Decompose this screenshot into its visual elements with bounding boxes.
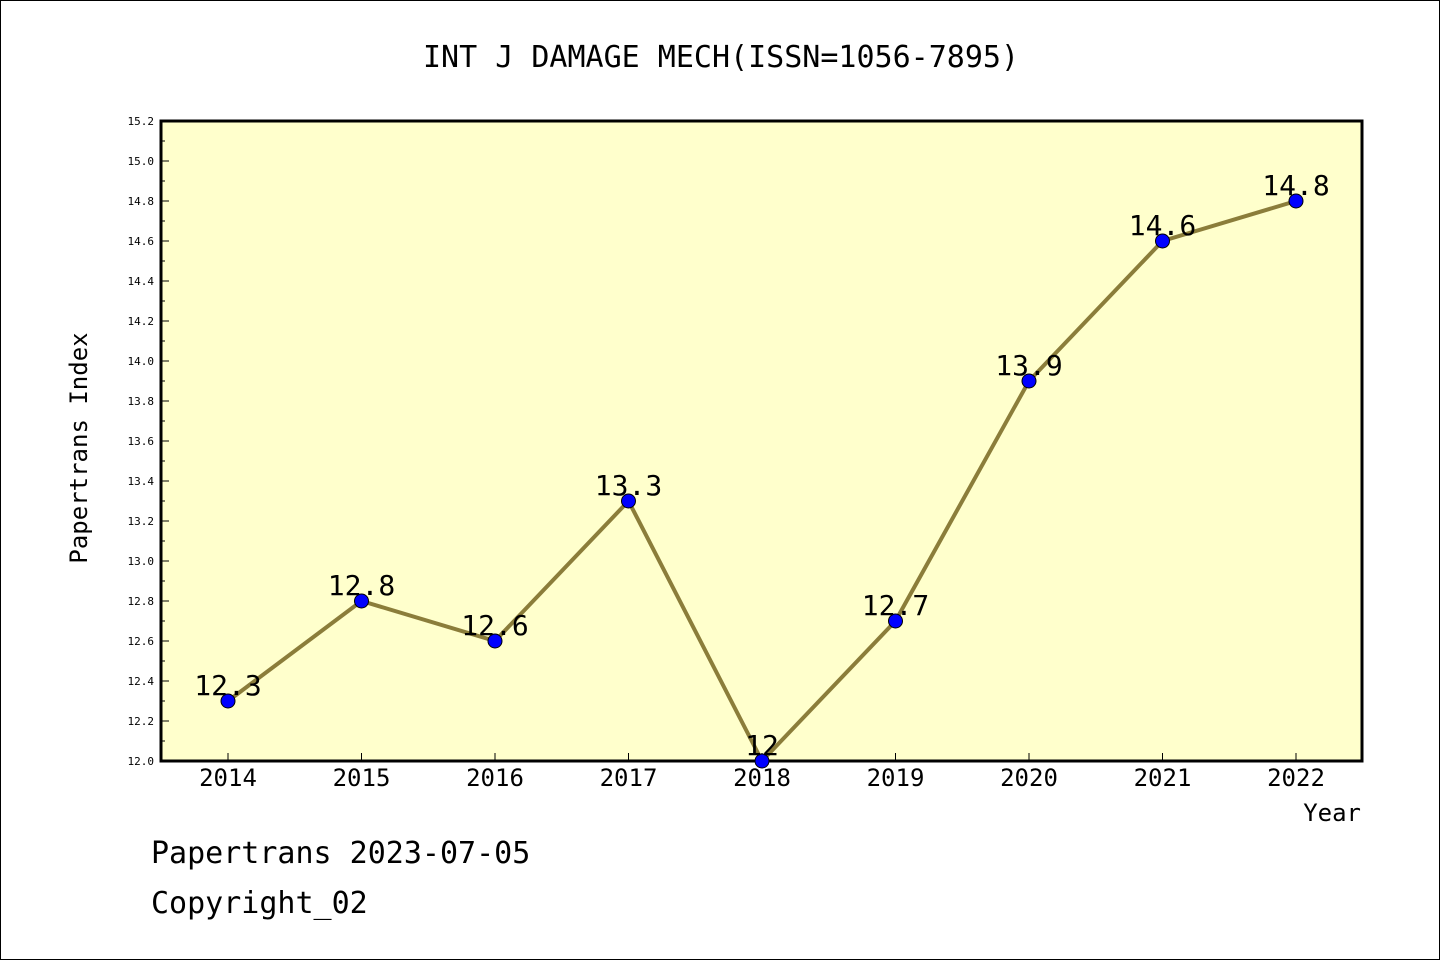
y-tick-label: 13.2 bbox=[128, 515, 155, 528]
data-label: 12 bbox=[745, 729, 779, 762]
y-axis: 12.0 12.2 12.4 12.6 12.8 13.0 13.2 13.4 13.6 13.8… bbox=[128, 115, 169, 768]
y-tick-label: 14.6 bbox=[128, 235, 155, 248]
plot-area bbox=[159, 119, 1364, 763]
y-tick-label: 14.0 bbox=[128, 355, 155, 368]
data-label: 13.3 bbox=[595, 469, 662, 502]
x-tick-label: 2019 bbox=[867, 764, 925, 792]
data-label: 13.9 bbox=[995, 349, 1062, 382]
data-point bbox=[220, 693, 236, 709]
x-tick-label: 2015 bbox=[333, 764, 391, 792]
data-label: 12.7 bbox=[862, 589, 929, 622]
x-tick-label: 2020 bbox=[1000, 764, 1058, 792]
data-point bbox=[888, 613, 903, 629]
x-tick-label: 2022 bbox=[1267, 764, 1325, 792]
y-tick-label: 13.4 bbox=[128, 475, 155, 488]
source-date-text: Papertrans 2023-07-05 bbox=[151, 836, 531, 871]
y-tick-label: 12.8 bbox=[128, 595, 155, 608]
data-point bbox=[487, 633, 503, 649]
data-point bbox=[1288, 193, 1304, 209]
y-tick-label: 12.2 bbox=[128, 715, 155, 728]
y-tick-label: 13.6 bbox=[128, 435, 155, 448]
y-tick-label: 14.2 bbox=[128, 315, 155, 328]
x-axis: 2014 2015 2016 2017 2018 2019 2020 2021 2022 bbox=[199, 753, 1325, 792]
x-tick-label: 2017 bbox=[600, 764, 658, 792]
y-tick-label: 12.6 bbox=[128, 635, 155, 648]
data-point bbox=[1021, 373, 1037, 389]
y-tick-label: 14.4 bbox=[128, 275, 155, 288]
x-tick-label: 2018 bbox=[733, 764, 791, 792]
y-tick-label: 13.0 bbox=[128, 555, 155, 568]
x-tick-label: 2021 bbox=[1134, 764, 1192, 792]
copyright-text: Copyright_02 bbox=[151, 886, 368, 921]
data-point bbox=[354, 593, 369, 609]
y-axis-label: Papertrans Index bbox=[65, 332, 93, 563]
x-tick-label: 2016 bbox=[466, 764, 524, 792]
y-tick-label: 13.8 bbox=[128, 395, 155, 408]
y-tick-label: 15.0 bbox=[128, 155, 155, 168]
chart-title: INT J DAMAGE MECH(ISSN=1056-7895) bbox=[423, 40, 1019, 75]
data-label: 12.8 bbox=[328, 569, 395, 602]
data-point bbox=[1155, 233, 1170, 249]
data-label: 12.6 bbox=[461, 609, 528, 642]
series-layer: 12.3 12.8 12.6 13.3 12 12.7 13.9 14.6 14.8 bbox=[194, 169, 1330, 769]
y-tick-label: 14.8 bbox=[128, 195, 155, 208]
data-label: 14.8 bbox=[1262, 169, 1329, 202]
x-axis-label: Year bbox=[1303, 799, 1361, 827]
y-tick-label: 12.0 bbox=[128, 755, 155, 768]
data-point bbox=[754, 753, 770, 769]
data-label: 14.6 bbox=[1129, 209, 1196, 242]
x-tick-label: 2014 bbox=[199, 764, 257, 792]
data-point bbox=[621, 493, 636, 509]
y-tick-label: 15.2 bbox=[128, 115, 155, 128]
y-tick-label: 12.4 bbox=[128, 675, 155, 688]
data-label: 12.3 bbox=[194, 669, 261, 702]
